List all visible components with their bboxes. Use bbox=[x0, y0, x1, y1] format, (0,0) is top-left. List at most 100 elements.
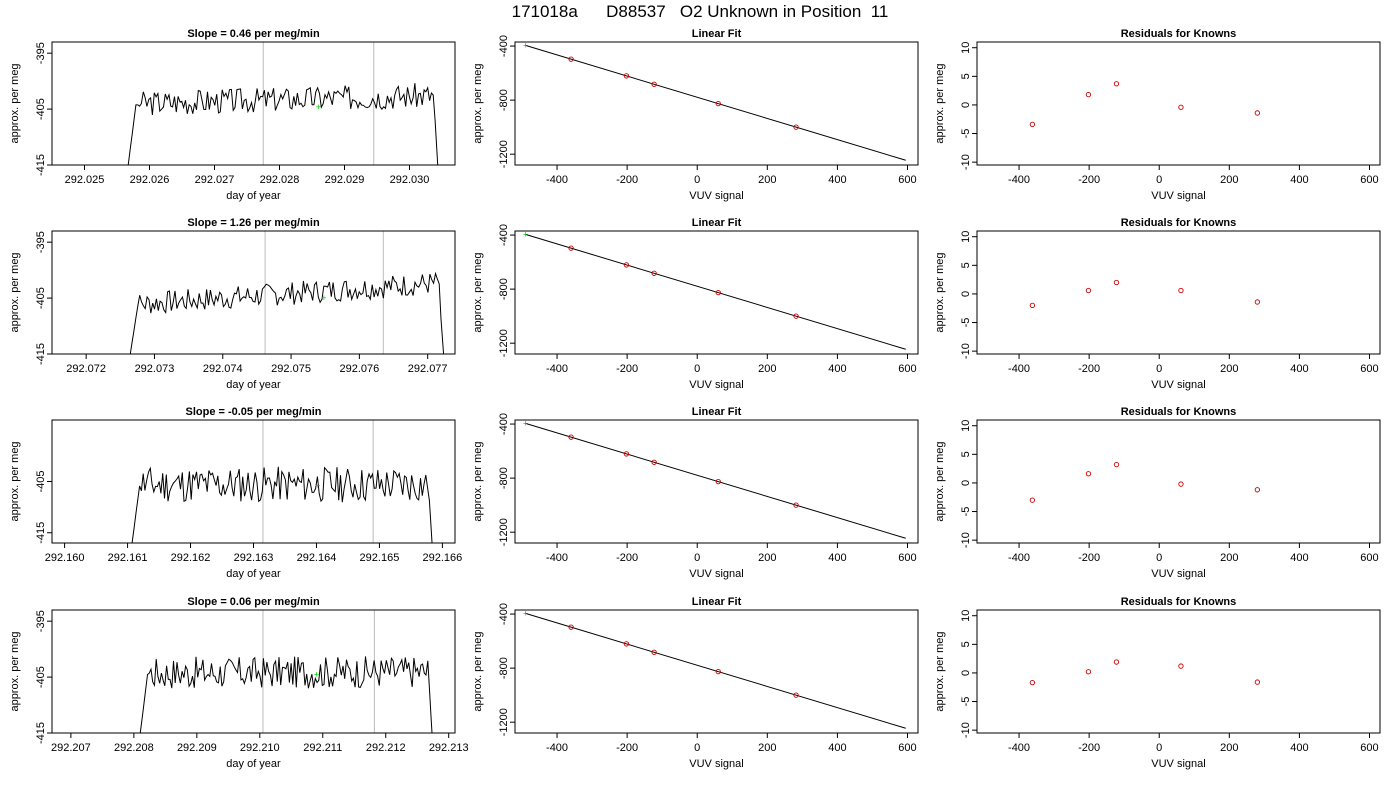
panel-title: Slope = 0.06 per meg/min bbox=[187, 596, 320, 608]
x-axis-label: VUV signal bbox=[689, 379, 743, 391]
panel-title: Residuals for Knowns bbox=[1121, 217, 1237, 229]
x-tick-label: 200 bbox=[1220, 363, 1238, 375]
x-axis-label: VUV signal bbox=[689, 568, 743, 580]
plot-area: + bbox=[523, 418, 906, 539]
y-tick-label: -415 bbox=[35, 343, 47, 365]
residual-point bbox=[1113, 279, 1120, 286]
panel-title: Slope = -0.05 per meg/min bbox=[185, 406, 321, 418]
y-axis-label: approx. per meg bbox=[9, 252, 21, 332]
x-tick-label: -400 bbox=[546, 363, 568, 375]
plot-area: + bbox=[523, 42, 906, 161]
x-tick-label: 292.075 bbox=[271, 363, 311, 375]
y-tick-label: -405 bbox=[35, 470, 47, 492]
x-tick-label: 292.074 bbox=[203, 363, 243, 375]
residual-point bbox=[1085, 669, 1092, 675]
x-tick-label: 292.210 bbox=[240, 742, 280, 754]
y-axis-label: approx. per meg bbox=[472, 441, 484, 521]
known-point bbox=[568, 434, 574, 440]
y-axis-label: approx. per meg bbox=[934, 441, 946, 521]
plot-frame bbox=[514, 419, 919, 544]
x-tick-label: 292.165 bbox=[360, 552, 400, 564]
residual-point bbox=[1254, 110, 1260, 116]
panel-title: Residuals for Knowns bbox=[1121, 28, 1237, 40]
known-point bbox=[793, 313, 799, 319]
x-tick-label: -200 bbox=[616, 174, 638, 186]
y-axis-label: approx. per meg bbox=[9, 441, 21, 521]
x-tick-label: 0 bbox=[1156, 552, 1162, 564]
residual-point bbox=[1254, 299, 1260, 305]
panel-title: Residuals for Knowns bbox=[1121, 406, 1237, 418]
panel-2-residuals: Residuals for Knowns -400 -200 0 200 400 600 10… bbox=[934, 217, 1381, 391]
x-axis-label: VUV signal bbox=[689, 190, 743, 202]
x-tick-label: 200 bbox=[758, 552, 776, 564]
y-tick-label: -415 bbox=[35, 522, 47, 544]
x-tick-label: 600 bbox=[1360, 363, 1378, 375]
known-point bbox=[715, 100, 721, 107]
plot-area bbox=[1029, 81, 1260, 128]
y-axis-label: approx. per meg bbox=[934, 631, 946, 711]
x-tick-label: 292.161 bbox=[108, 552, 148, 564]
known-point bbox=[793, 502, 799, 508]
y-tick-label: 10 bbox=[960, 420, 972, 432]
residual-point bbox=[1085, 91, 1092, 98]
known-point bbox=[715, 668, 721, 675]
y-tick-label: -10 bbox=[960, 532, 972, 548]
y-axis-label: approx. per meg bbox=[9, 63, 21, 143]
plot-frame bbox=[514, 609, 919, 734]
x-tick-label: -400 bbox=[546, 742, 568, 754]
x-tick-label: 292.077 bbox=[408, 363, 448, 375]
x-tick-label: 292.162 bbox=[171, 552, 211, 564]
y-axis-label: approx. per meg bbox=[472, 252, 484, 332]
panel-title: Linear Fit bbox=[692, 28, 742, 40]
panel-title: Linear Fit bbox=[692, 217, 742, 229]
y-tick-label: -800 bbox=[498, 89, 510, 111]
fit-line bbox=[525, 422, 906, 539]
residual-point bbox=[1254, 487, 1260, 493]
y-tick-label: -415 bbox=[35, 154, 47, 176]
unknown-point: + bbox=[523, 418, 528, 428]
x-tick-label: -200 bbox=[1078, 363, 1100, 375]
x-tick-label: 292.207 bbox=[51, 742, 91, 754]
residual-point bbox=[1029, 121, 1036, 128]
x-tick-label: 0 bbox=[694, 363, 700, 375]
per-meg-trace bbox=[139, 656, 433, 733]
x-tick-label: 292.208 bbox=[114, 742, 154, 754]
x-tick-label: 400 bbox=[1290, 174, 1308, 186]
y-tick-label: 0 bbox=[960, 480, 972, 486]
plot-frame bbox=[51, 230, 456, 355]
y-tick-label: -405 bbox=[35, 287, 47, 309]
x-tick-label: -400 bbox=[546, 552, 568, 564]
x-tick-label: 292.166 bbox=[423, 552, 463, 564]
x-tick-label: 292.076 bbox=[339, 363, 379, 375]
x-tick-label: 0 bbox=[694, 174, 700, 186]
x-tick-label: 292.163 bbox=[234, 552, 274, 564]
residual-point bbox=[1029, 680, 1036, 686]
y-tick-label: -10 bbox=[960, 722, 972, 738]
unknown-marker: + bbox=[316, 102, 321, 112]
x-tick-label: 292.029 bbox=[325, 174, 365, 186]
fit-line bbox=[525, 233, 906, 350]
y-axis-label: approx. per meg bbox=[9, 631, 21, 711]
x-tick-label: 0 bbox=[1156, 174, 1162, 186]
x-tick-label: 600 bbox=[1360, 742, 1378, 754]
plot-area bbox=[1029, 461, 1260, 503]
y-tick-label: 10 bbox=[960, 610, 972, 622]
known-point bbox=[568, 624, 574, 630]
x-axis-label: day of year bbox=[226, 379, 281, 391]
y-tick-label: -1200 bbox=[498, 708, 510, 736]
residual-point bbox=[1178, 663, 1184, 669]
y-tick-label: 5 bbox=[960, 451, 972, 457]
x-tick-label: 0 bbox=[1156, 742, 1162, 754]
known-point bbox=[651, 459, 657, 465]
unknown-point: + bbox=[523, 608, 528, 618]
y-tick-label: -10 bbox=[960, 343, 972, 359]
x-tick-label: 292.211 bbox=[303, 742, 342, 754]
known-point bbox=[623, 73, 630, 79]
per-meg-trace bbox=[131, 466, 433, 543]
y-tick-label: -400 bbox=[498, 35, 510, 57]
x-tick-label: 292.072 bbox=[66, 363, 106, 375]
panel-3-residuals: Residuals for Knowns -400 -200 0 200 400 600 10… bbox=[934, 406, 1381, 580]
y-tick-label: -400 bbox=[498, 413, 510, 435]
known-point bbox=[715, 478, 721, 485]
x-tick-label: 600 bbox=[898, 742, 916, 754]
